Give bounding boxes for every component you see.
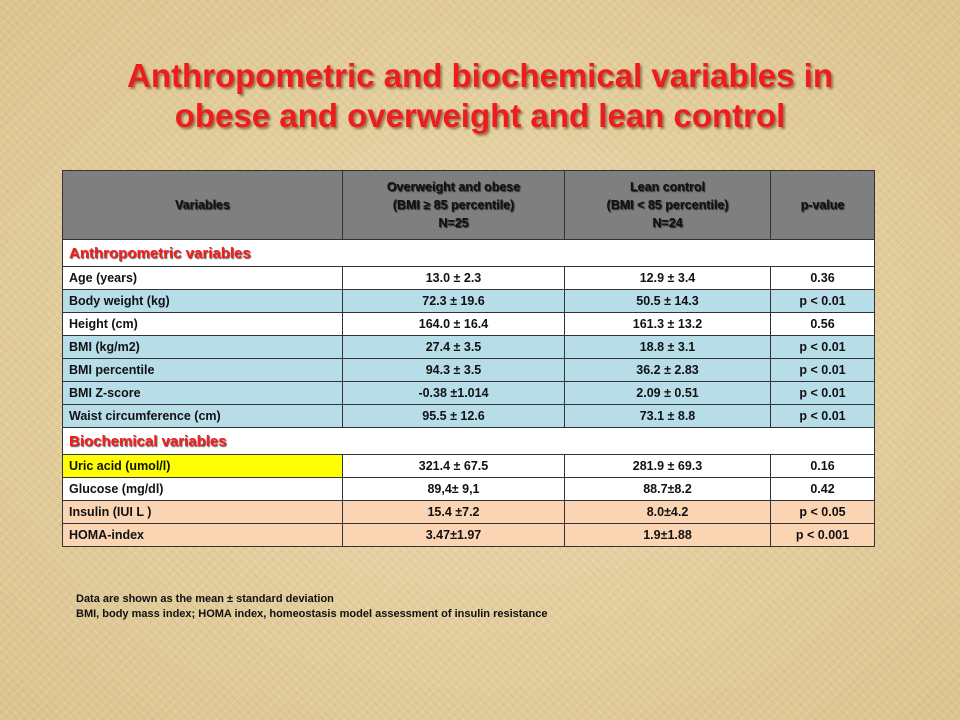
- table-row: Height (cm) 164.0 ± 16.4 161.3 ± 13.2 0.56: [62, 312, 875, 336]
- section-header-row: Biochemical variables: [62, 427, 875, 455]
- table-body: Anthropometric variables Age (years) 13.0 …: [62, 239, 875, 547]
- overweight-value-cell: 89,4± 9,1: [342, 477, 565, 501]
- table-header: Variables Overweight and obese (BMI ≥ 85…: [62, 170, 875, 240]
- variable-cell: BMI percentile: [62, 358, 343, 382]
- lean-value-cell: 36.2 ± 2.83: [564, 358, 771, 382]
- p-value-cell: p < 0.01: [770, 335, 875, 359]
- header-lean-control: Lean control (BMI < 85 percentile) N=24: [564, 170, 771, 240]
- footnote: Data are shown as the mean ± standard de…: [76, 592, 548, 622]
- overweight-value-cell: 27.4 ± 3.5: [342, 335, 565, 359]
- header-overweight-line-1: Overweight and obese: [386, 180, 521, 194]
- lean-value-cell: 1.9±1.88: [564, 523, 771, 547]
- variable-cell: Body weight (kg): [62, 289, 343, 313]
- slide-title: Anthropometric and biochemical variables…: [40, 56, 920, 136]
- variable-cell: Uric acid (umol/l): [62, 454, 343, 478]
- p-value-cell: p < 0.01: [770, 381, 875, 405]
- overweight-value-cell: 72.3 ± 19.6: [342, 289, 565, 313]
- p-value-cell: p < 0.01: [770, 358, 875, 382]
- overweight-value-cell: 94.3 ± 3.5: [342, 358, 565, 382]
- lean-value-cell: 18.8 ± 3.1: [564, 335, 771, 359]
- overweight-value-cell: 3.47±1.97: [342, 523, 565, 547]
- overweight-value-cell: 321.4 ± 67.5: [342, 454, 565, 478]
- section-header-row: Anthropometric variables: [62, 239, 875, 267]
- table-row: BMI (kg/m2) 27.4 ± 3.5 18.8 ± 3.1 p < 0.01: [62, 335, 875, 359]
- variables-table: Variables Overweight and obese (BMI ≥ 85…: [62, 170, 875, 547]
- header-lean-line-2: (BMI < 85 percentile): [606, 198, 729, 212]
- table-row: Glucose (mg/dl) 89,4± 9,1 88.7±8.2 0.42: [62, 477, 875, 501]
- header-variables: Variables: [62, 170, 343, 240]
- p-value-cell: 0.42: [770, 477, 875, 501]
- overweight-value-cell: 13.0 ± 2.3: [342, 266, 565, 290]
- p-value-cell: 0.36: [770, 266, 875, 290]
- p-value-cell: p < 0.01: [770, 289, 875, 313]
- variable-cell: Glucose (mg/dl): [62, 477, 343, 501]
- header-overweight-line-2: (BMI ≥ 85 percentile): [392, 198, 515, 212]
- table-row: Insulin (IUI L ) 15.4 ±7.2 8.0±4.2 p < 0.05: [62, 500, 875, 524]
- section-title: Anthropometric variables: [62, 239, 875, 267]
- slide-title-line-1: Anthropometric and biochemical variables…: [126, 57, 833, 94]
- section-title: Biochemical variables: [62, 427, 875, 455]
- table-row: Waist circumference (cm) 95.5 ± 12.6 73.1 …: [62, 404, 875, 428]
- header-overweight-obese: Overweight and obese (BMI ≥ 85 percentil…: [342, 170, 565, 240]
- lean-value-cell: 281.9 ± 69.3: [564, 454, 771, 478]
- lean-value-cell: 8.0±4.2: [564, 500, 771, 524]
- table-row: HOMA-index 3.47±1.97 1.9±1.88 p < 0.001: [62, 523, 875, 547]
- variable-cell: BMI (kg/m2): [62, 335, 343, 359]
- table-row: Uric acid (umol/l) 321.4 ± 67.5 281.9 ± 69…: [62, 454, 875, 478]
- slide-title-line-2: obese and overweight and lean control: [174, 97, 786, 134]
- p-value-cell: p < 0.01: [770, 404, 875, 428]
- p-value-cell: p < 0.001: [770, 523, 875, 547]
- variable-cell: Height (cm): [62, 312, 343, 336]
- footnote-line-2: BMI, body mass index; HOMA index, homeos…: [76, 608, 548, 620]
- lean-value-cell: 2.09 ± 0.51: [564, 381, 771, 405]
- overweight-value-cell: 15.4 ±7.2: [342, 500, 565, 524]
- overweight-value-cell: 95.5 ± 12.6: [342, 404, 565, 428]
- variable-cell: BMI Z-score: [62, 381, 343, 405]
- table-row: BMI percentile 94.3 ± 3.5 36.2 ± 2.83 p < 0…: [62, 358, 875, 382]
- overweight-value-cell: -0.38 ±1.014: [342, 381, 565, 405]
- header-lean-line-3: N=24: [652, 216, 683, 230]
- table-row: BMI Z-score -0.38 ±1.014 2.09 ± 0.51 p < 0.…: [62, 381, 875, 405]
- p-value-cell: p < 0.05: [770, 500, 875, 524]
- table-row: Age (years) 13.0 ± 2.3 12.9 ± 3.4 0.36: [62, 266, 875, 290]
- table-header-row: Variables Overweight and obese (BMI ≥ 85…: [62, 170, 875, 240]
- header-lean-line-1: Lean control: [629, 180, 705, 194]
- p-value-cell: 0.56: [770, 312, 875, 336]
- header-p-value: p-value: [770, 170, 875, 240]
- lean-value-cell: 73.1 ± 8.8: [564, 404, 771, 428]
- lean-value-cell: 12.9 ± 3.4: [564, 266, 771, 290]
- overweight-value-cell: 164.0 ± 16.4: [342, 312, 565, 336]
- variable-cell: Insulin (IUI L ): [62, 500, 343, 524]
- variable-cell: Age (years): [62, 266, 343, 290]
- variable-cell: Waist circumference (cm): [62, 404, 343, 428]
- variable-cell: HOMA-index: [62, 523, 343, 547]
- p-value-cell: 0.16: [770, 454, 875, 478]
- lean-value-cell: 50.5 ± 14.3: [564, 289, 771, 313]
- lean-value-cell: 88.7±8.2: [564, 477, 771, 501]
- table-row: Body weight (kg) 72.3 ± 19.6 50.5 ± 14.3 p …: [62, 289, 875, 313]
- header-overweight-line-3: N=25: [438, 216, 469, 230]
- lean-value-cell: 161.3 ± 13.2: [564, 312, 771, 336]
- footnote-line-1: Data are shown as the mean ± standard de…: [76, 593, 334, 605]
